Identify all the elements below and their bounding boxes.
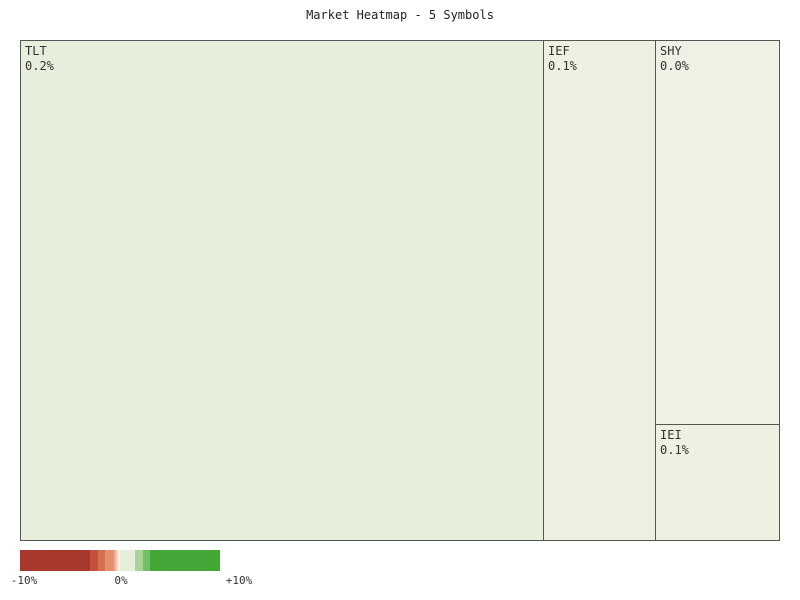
cell-change: 0.0%: [660, 59, 689, 73]
legend-swatch: [150, 550, 220, 571]
legend-tick-label: 0%: [114, 574, 128, 587]
legend-swatch: [113, 550, 120, 571]
legend-tick-label: -10%: [10, 574, 38, 587]
cell-change: 0.1%: [548, 59, 577, 73]
legend-swatch: [143, 550, 150, 571]
cell-symbol: IEI: [660, 428, 682, 442]
cell-symbol: TLT: [25, 44, 47, 58]
treemap-cell-tlt[interactable]: TLT 0.2%: [20, 40, 545, 541]
legend-swatch: [98, 550, 105, 571]
cell-change: 0.2%: [25, 59, 54, 73]
cell-symbol: IEF: [548, 44, 570, 58]
treemap-cell-iei[interactable]: IEI 0.1%: [655, 424, 780, 541]
treemap-cell-shy[interactable]: SHY 0.0%: [655, 40, 780, 426]
cell-change: 0.1%: [660, 443, 689, 457]
legend-swatch: [105, 550, 113, 571]
treemap-cell-ief[interactable]: IEF 0.1%: [543, 40, 657, 541]
legend-swatch: [90, 550, 98, 571]
legend-swatch: [135, 550, 143, 571]
chart-title: Market Heatmap - 5 Symbols: [306, 8, 494, 22]
legend-swatch: [20, 550, 90, 571]
legend-tick-label: +10%: [225, 574, 253, 587]
legend-swatch: [120, 550, 135, 571]
cell-symbol: SHY: [660, 44, 682, 58]
